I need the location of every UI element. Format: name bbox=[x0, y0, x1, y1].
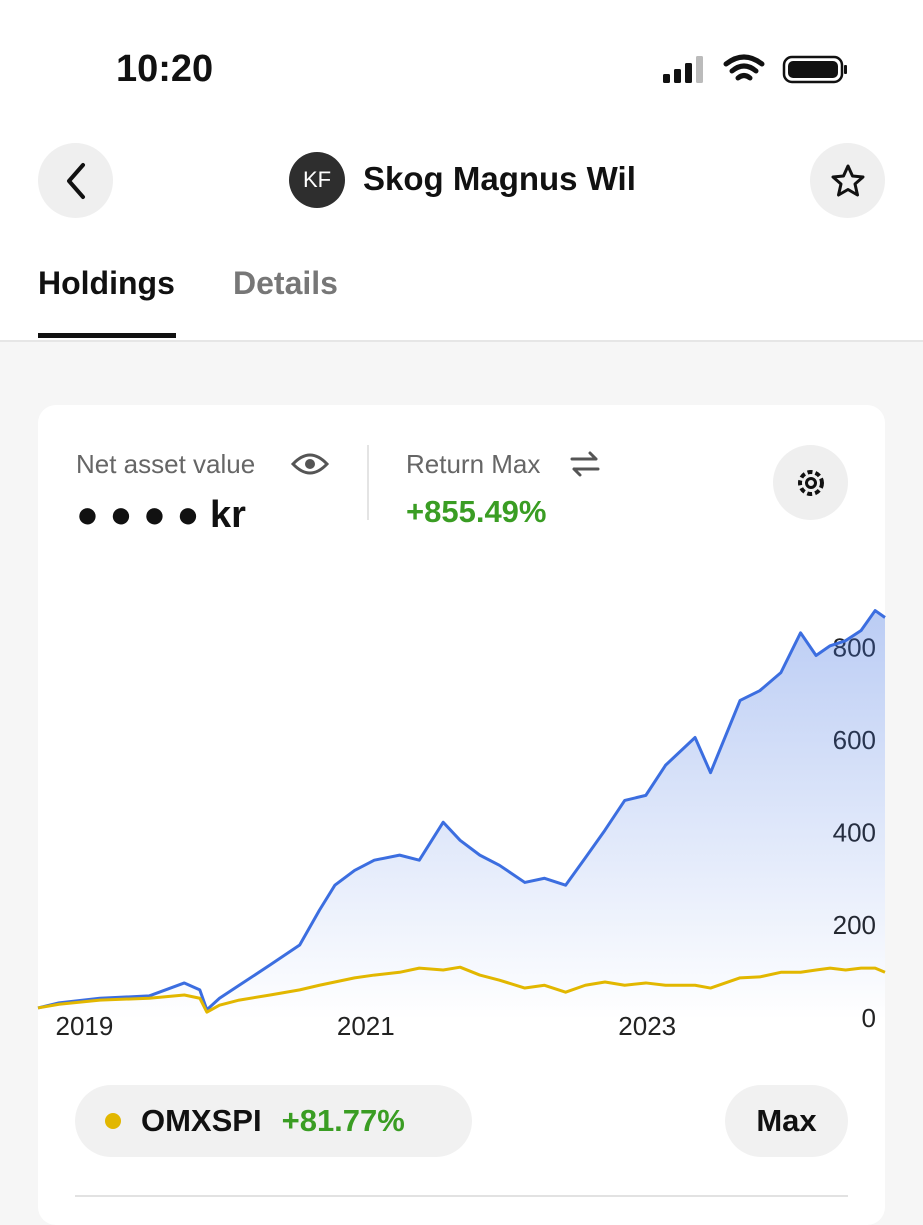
settings-button[interactable] bbox=[773, 445, 848, 520]
tab[interactable]: Details bbox=[233, 265, 338, 301]
clock: 10:20 bbox=[116, 48, 214, 90]
status-icons bbox=[663, 54, 847, 84]
avatar: KF bbox=[289, 152, 345, 208]
favorite-button[interactable] bbox=[810, 143, 885, 218]
area bbox=[38, 610, 885, 1020]
separator bbox=[75, 1195, 848, 1197]
gear-icon bbox=[797, 469, 824, 496]
benchmark-chip[interactable]: OMXSPI +81.77% bbox=[75, 1085, 472, 1157]
title: Skog Magnus Wil bbox=[363, 160, 636, 197]
swap-icon[interactable] bbox=[568, 450, 602, 478]
top-bar: 10:20 KF Skog Magnus Wil Holdings Detail… bbox=[0, 0, 923, 342]
legend-return: +81.77% bbox=[281, 1103, 405, 1138]
nav-value: ● ● ● ● kr bbox=[76, 494, 246, 536]
tab-indicator bbox=[38, 333, 176, 338]
tab[interactable]: Holdings bbox=[38, 265, 175, 301]
chart: 2019202120230200400600800 bbox=[37, 609, 886, 1041]
range-button[interactable]: Max bbox=[725, 1085, 848, 1157]
star-icon bbox=[831, 164, 864, 196]
back-button[interactable] bbox=[38, 143, 113, 218]
legend-name: OMXSPI bbox=[141, 1103, 262, 1138]
divider bbox=[367, 445, 369, 520]
eye-icon[interactable] bbox=[290, 450, 330, 478]
back-icon bbox=[66, 162, 85, 199]
series-line bbox=[37, 965, 886, 1014]
series-line bbox=[37, 609, 886, 1012]
return-label: Return Max bbox=[406, 449, 541, 479]
nav-label: Net asset value bbox=[76, 449, 256, 479]
return-value: +855.49% bbox=[406, 494, 547, 529]
page: 10:20 KF Skog Magnus Wil Holdings Detail… bbox=[0, 0, 923, 1197]
legend-dot bbox=[105, 1113, 121, 1129]
